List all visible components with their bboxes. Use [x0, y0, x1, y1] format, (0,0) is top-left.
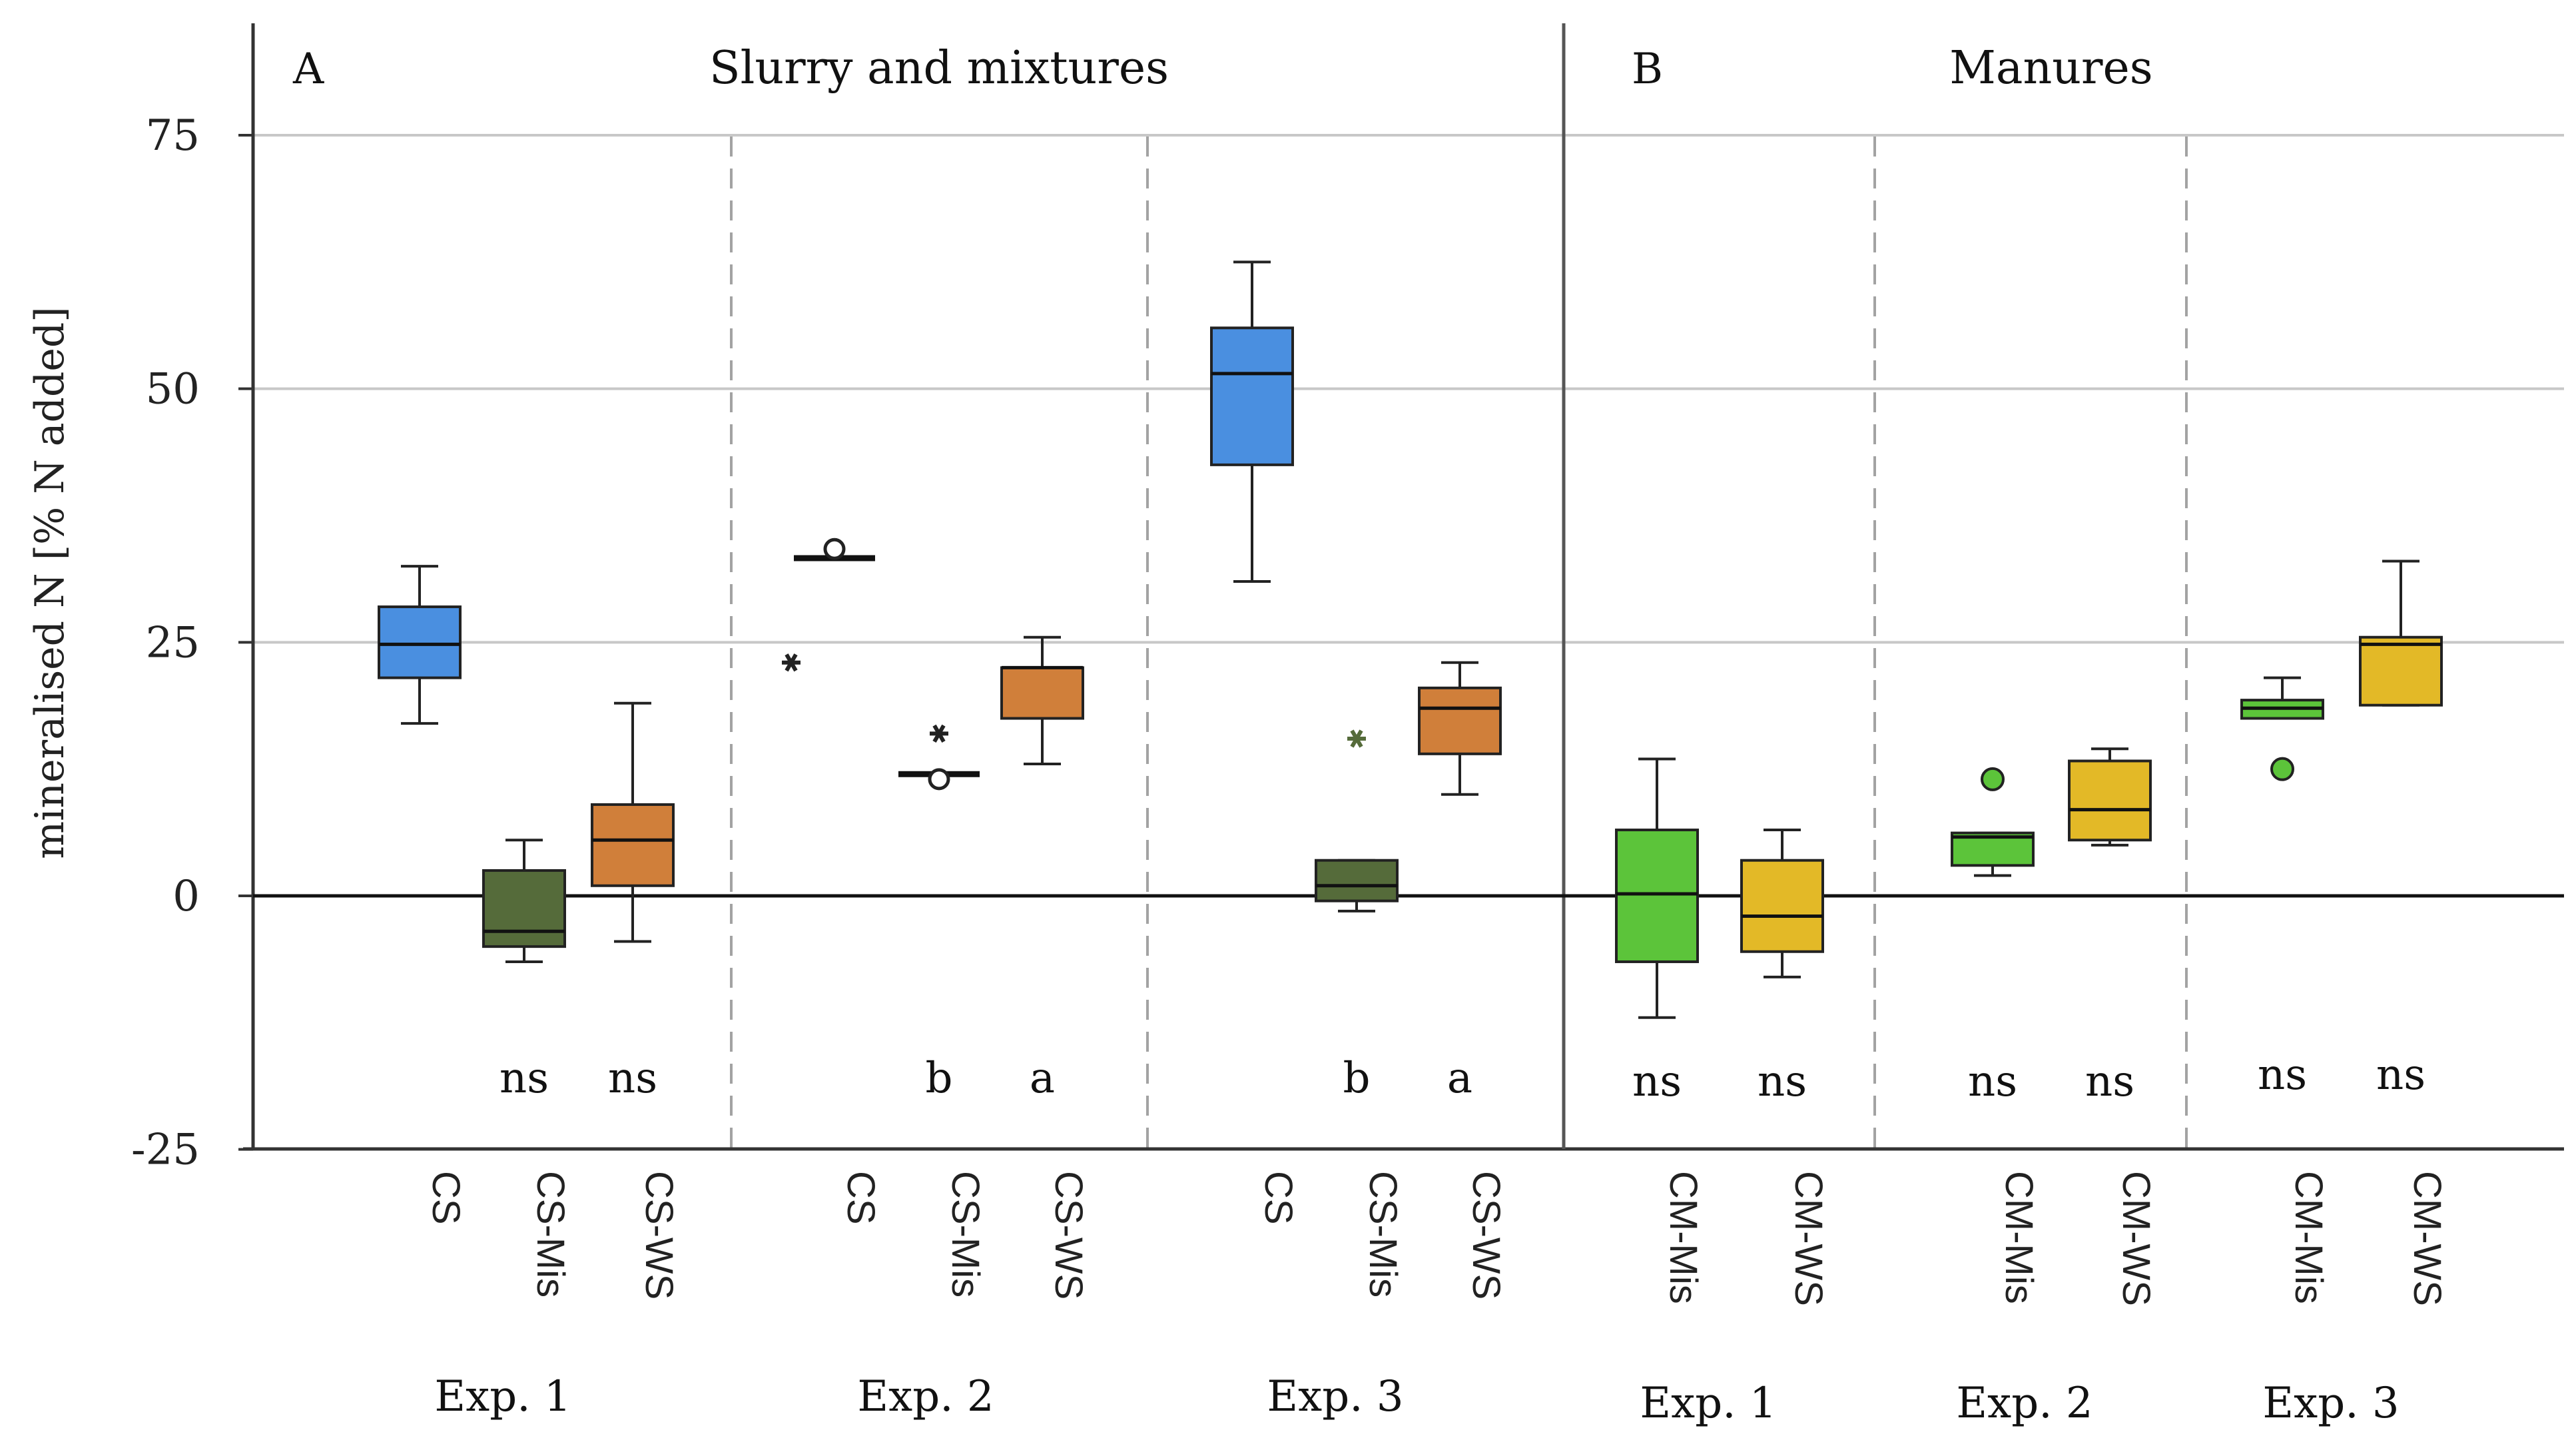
box-body — [2359, 635, 2443, 707]
box-cm-mis — [2240, 676, 2324, 781]
outlier-star — [782, 653, 801, 672]
plot-frame — [238, 23, 2564, 1151]
category-label: CS-Mis — [529, 1171, 572, 1297]
box-cs — [378, 565, 462, 725]
box-cs — [1210, 260, 1294, 583]
panel-letter: B — [1632, 45, 1663, 94]
group-label: Exp. 3 — [1267, 1372, 1403, 1421]
significance-letter: ns — [2258, 1050, 2307, 1100]
significance-letter: ns — [1632, 1057, 1682, 1106]
box-cm-mis — [1951, 767, 2035, 877]
significance-letter: a — [1030, 1054, 1055, 1103]
y-axis-title: mineralised N [% N added] — [27, 306, 73, 859]
outlier-dot — [1981, 767, 2005, 791]
box-cm-ws — [2359, 559, 2443, 707]
box-cs-mis — [1315, 729, 1399, 912]
significance-letter: ns — [2085, 1057, 2134, 1106]
y-tick-label: 50 — [146, 365, 200, 414]
outlier-star — [1347, 729, 1366, 748]
panel-letter: A — [292, 45, 324, 94]
box-cs-mis — [898, 724, 980, 791]
significance-letter: a — [1447, 1054, 1472, 1103]
y-tick-label: 0 — [172, 872, 200, 921]
outlier-circle — [928, 768, 950, 791]
category-label: CM-Mis — [2287, 1171, 2330, 1304]
category-label: CS-WS — [1464, 1171, 1508, 1299]
box-body — [1210, 326, 1294, 466]
category-label: CM-WS — [1787, 1171, 1830, 1306]
box-cm-ws — [1740, 829, 1824, 978]
panel-title: Manures — [1949, 42, 2152, 95]
box-body — [1418, 686, 1502, 755]
box-body — [2068, 759, 2152, 842]
category-label: CS-Mis — [944, 1171, 987, 1297]
outlier-circle — [823, 538, 846, 560]
outlier-dot — [2270, 757, 2294, 781]
group-label: Exp. 1 — [434, 1372, 571, 1421]
category-label: CM-Mis — [1997, 1171, 2041, 1304]
gridlines — [253, 134, 2564, 1149]
category-label: CM-WS — [2114, 1171, 2158, 1306]
y-tick-label: 25 — [146, 618, 200, 667]
box-cm-ws — [2068, 747, 2152, 847]
significance-letter: ns — [1968, 1057, 2017, 1106]
significance-letter: ns — [499, 1054, 549, 1103]
box-series — [378, 260, 2443, 1019]
significance-letter: b — [926, 1054, 953, 1103]
category-label: CS — [424, 1171, 468, 1225]
category-label: CS — [1257, 1171, 1300, 1225]
box-cs — [782, 538, 875, 672]
box-body — [1315, 859, 1399, 903]
box-body — [1740, 859, 1824, 953]
significance-letter: ns — [608, 1054, 657, 1103]
significance-letter: ns — [1758, 1057, 1807, 1106]
category-label: CS-WS — [637, 1171, 681, 1299]
box-cs-ws — [1418, 661, 1502, 796]
y-tick-label: -25 — [131, 1126, 200, 1175]
outlier-star — [930, 724, 948, 743]
category-label: CM-Mis — [1662, 1171, 1705, 1304]
category-label: CS — [839, 1171, 882, 1225]
chart-labels: 75 50 25 0 -25 mineralised N [% N added] CS ns C… — [27, 42, 2449, 1428]
box-body — [482, 869, 566, 948]
group-label: Exp. 3 — [2262, 1379, 2399, 1428]
group-label: Exp. 2 — [857, 1372, 994, 1421]
box-cm-mis — [1615, 757, 1699, 1019]
group-label: Exp. 2 — [1956, 1379, 2093, 1428]
y-tick-label: 75 — [146, 111, 200, 161]
significance-letter: ns — [2376, 1050, 2425, 1100]
box-cs-mis — [482, 839, 566, 963]
box-cs-ws — [591, 701, 675, 943]
category-label: CS-WS — [1047, 1171, 1090, 1299]
box-body — [378, 605, 462, 679]
category-label: CS-Mis — [1361, 1171, 1405, 1297]
box-body — [1615, 829, 1699, 963]
category-label: CM-WS — [2406, 1171, 2449, 1306]
box-cs-ws — [1000, 635, 1084, 766]
box-body — [591, 803, 675, 887]
box-body — [1000, 666, 1084, 720]
group-label: Exp. 1 — [1640, 1379, 1776, 1428]
significance-letter: b — [1343, 1054, 1371, 1103]
panel-title: Slurry and mixtures — [709, 42, 1169, 95]
